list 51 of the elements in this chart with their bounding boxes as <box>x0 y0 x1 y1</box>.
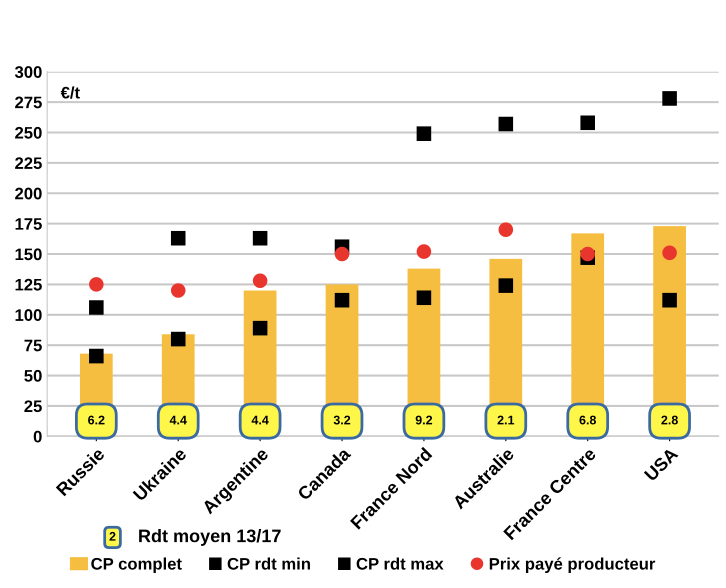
y-tick-label: 175 <box>16 218 42 230</box>
y-tick-label: 25 <box>24 400 42 412</box>
point <box>662 246 677 260</box>
point <box>498 116 514 132</box>
y-tick-label: 125 <box>16 278 42 291</box>
point <box>580 115 595 130</box>
y-tick-label: 50 <box>24 370 42 382</box>
point <box>334 246 350 262</box>
point <box>89 277 104 292</box>
point <box>89 348 104 364</box>
legend-label: CP rdt max <box>356 557 444 570</box>
annotation: 6.2 <box>88 416 105 424</box>
x-tick-label: USA <box>644 446 679 482</box>
y-tick-label: 75 <box>24 340 42 352</box>
y-tick-label: 150 <box>16 248 42 260</box>
y-tick-label: 225 <box>15 157 42 170</box>
annotation: 2.8 <box>661 416 678 424</box>
y-tick-label: 250 <box>15 126 42 139</box>
y-tick-label: 300 <box>14 66 42 78</box>
annotation: 4.4 <box>170 416 187 424</box>
legend-label: Prix payé producteur <box>490 557 656 573</box>
point <box>170 332 186 346</box>
point <box>252 230 268 246</box>
annotation: 4.4 <box>252 416 269 424</box>
point <box>170 230 186 246</box>
point <box>170 283 186 298</box>
annotation: 6.8 <box>579 416 596 424</box>
y-tick-label: 0 <box>34 430 42 442</box>
y-tick-label: 275 <box>15 96 42 108</box>
y-tick-label: 100 <box>16 309 42 321</box>
annotation: 2.1 <box>498 416 514 424</box>
annotation: 9.2 <box>416 416 432 424</box>
point <box>89 300 104 315</box>
point <box>498 278 514 293</box>
point <box>416 290 432 306</box>
point <box>416 244 432 259</box>
annotation: 3.2 <box>334 416 350 424</box>
point <box>252 320 268 336</box>
y-tick-label: 200 <box>15 188 42 200</box>
y-axis-title: €/t <box>60 86 80 99</box>
point <box>498 222 514 237</box>
point <box>416 126 432 141</box>
point <box>580 246 595 262</box>
text: Rdt moyen 13/17 <box>139 529 281 546</box>
point <box>662 292 677 308</box>
text: 2 <box>109 532 116 541</box>
legend-label: CP complet <box>91 557 182 573</box>
legend-label: CP rdt min <box>228 557 310 570</box>
point <box>252 273 268 288</box>
point <box>334 292 350 308</box>
point <box>662 91 677 106</box>
